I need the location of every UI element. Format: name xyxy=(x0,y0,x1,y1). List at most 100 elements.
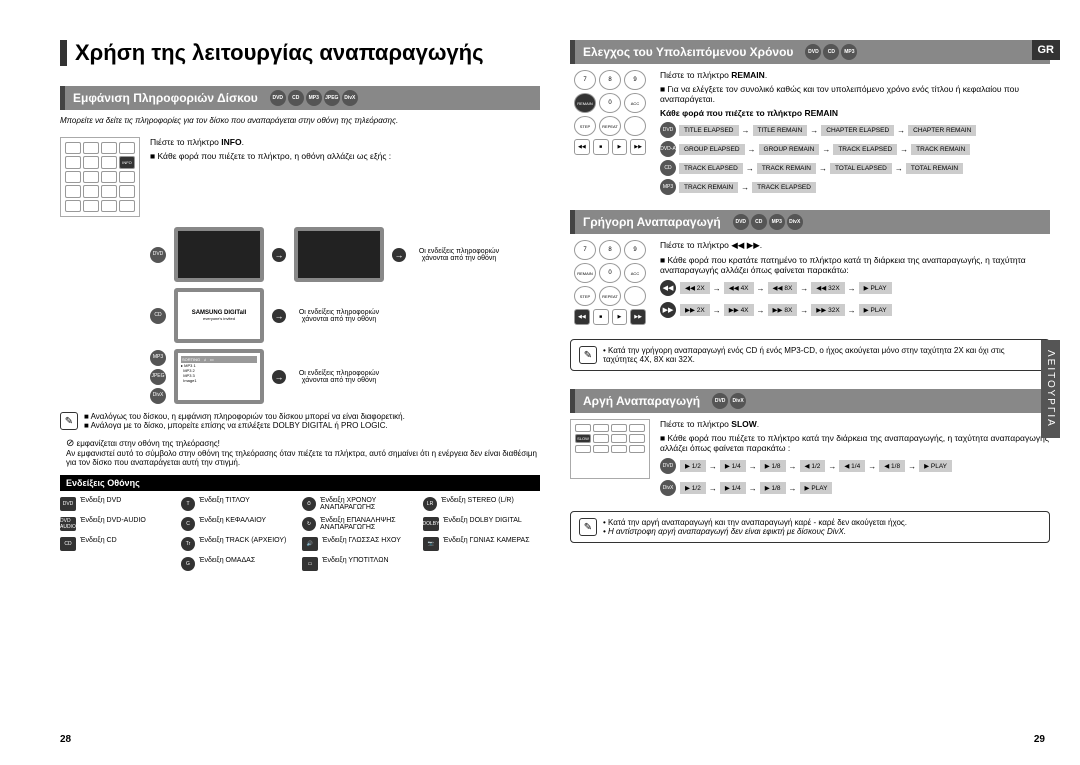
legend-cd-icon: CD xyxy=(60,537,76,551)
page-title: Χρήση της λειτουργίας αναπαραγωγής xyxy=(60,40,540,66)
each-time-line: ■ Κάθε φορά που πιέζετε το πλήκτρο, η οθ… xyxy=(150,151,540,161)
remote-numpad: 789 REMAIN0ACC STEPREPEAT ◀◀■▶▶▶ xyxy=(570,70,650,198)
screen-transition-cd: CD SAMSUNG DIGITall everyone's invited →… xyxy=(150,288,540,343)
info-remote-button: INFO xyxy=(119,156,135,168)
page-spread: Χρήση της λειτουργίας αναπαραγωγής Εμφάν… xyxy=(0,0,1080,591)
fast-fwd-row: ▶▶ ▶▶ 2X→ ▶▶ 4X→ ▶▶ 8X→ ▶▶ 32X→ ▶ PLAY xyxy=(660,301,1050,319)
arrow-icon: → xyxy=(272,248,286,262)
slow-instruction: SLOW Πιέστε το πλήκτρο SLOW. ■ Κάθε φορά… xyxy=(570,419,1050,501)
section-remain-header: Ελεγχος του Υπολειπόμενου Χρόνου DVD CD … xyxy=(570,40,1050,64)
fast-rev-row: ◀◀ ◀◀ 2X→ ◀◀ 4X→ ◀◀ 8X→ ◀◀ 32X→ ▶ PLAY xyxy=(660,279,1050,297)
legend-group-icon: G xyxy=(181,557,195,571)
legend-angle-icon: 📷 xyxy=(423,537,439,551)
page-number-right: 29 xyxy=(1034,734,1045,745)
divx-icon: DivX xyxy=(660,480,676,496)
mp3-icon: MP3 xyxy=(841,44,857,60)
mp3-icon: MP3 xyxy=(769,214,785,230)
arrow-icon: → xyxy=(392,248,406,262)
slow-dvd-row: DVD ▶ 1/2→ ▶ 1/4→ ▶ 1/8→ ◀ 1/2→ ◀ 1/4→ ◀… xyxy=(660,457,1050,475)
remain-each-time: Κάθε φορά που πιέζετε το πλήκτρο REMAIN xyxy=(660,108,1050,118)
remain-seq-cd: CD TRACK ELAPSED→ TRACK REMAIN→ TOTAL EL… xyxy=(660,160,1050,176)
note-icon: ✎ xyxy=(579,346,597,364)
section-fast-header: Γρήγορη Αναπαραγωγή DVD CD MP3 DivX xyxy=(570,210,1050,234)
legend-audio-lang-icon: 🔊 xyxy=(302,537,318,551)
forward-icon: ▶▶ xyxy=(660,302,676,318)
slow-note-box: ✎ • Κατά την αργή αναπαραγωγή και την αν… xyxy=(570,511,1050,543)
legend-dolby-icon: DOLBY xyxy=(423,517,439,531)
legend-time-icon: ⏱ xyxy=(302,497,316,511)
language-badge: GR xyxy=(1032,40,1061,60)
legend-title-icon: T xyxy=(181,497,195,511)
page-number-left: 28 xyxy=(60,734,71,745)
press-fast: Πιέστε το πλήκτρο ◀◀ ▶▶. xyxy=(660,240,1050,251)
fast-desc: ■ Κάθε φορά που κρατάτε πατημένο το πλήκ… xyxy=(660,255,1050,275)
side-tab: ΛΕΙΤΟΥΡΓΙΑ xyxy=(1041,340,1060,438)
remote-diagram-slow: SLOW xyxy=(570,419,650,479)
dvd-icon: DVD xyxy=(712,393,728,409)
dvd-icon: DVD xyxy=(660,458,676,474)
divx-icon: DivX xyxy=(342,90,358,106)
fade-text: Οι ενδείξεις πληροφοριών χάνονται από τη… xyxy=(294,309,384,323)
press-remain: Πιέστε το πλήκτρο REMAIN. xyxy=(660,70,1050,80)
mini-screen xyxy=(174,227,264,282)
cd-icon: CD xyxy=(660,160,676,176)
cd-icon: CD xyxy=(823,44,839,60)
legend-dvdaudio-icon: DVD AUDIO xyxy=(60,517,76,531)
remain-seq-dvd: DVD TITLE ELAPSED→ TITLE REMAIN→ CHAPTER… xyxy=(660,122,1050,138)
remain-desc: ■ Για να ελέγξετε τον συνολικό καθώς και… xyxy=(660,84,1050,104)
disc-icons-group: DVD CD MP3 JPEG DivX xyxy=(270,90,358,106)
rew-button: ◀◀ xyxy=(574,309,590,325)
dvd-icon: DVD xyxy=(270,90,286,106)
fade-text: Οι ενδείξεις πληροφοριών χάνονται από τη… xyxy=(294,370,384,384)
divx-icon: DivX xyxy=(787,214,803,230)
arrow-icon: → xyxy=(272,370,286,384)
dvd-icon: DVD xyxy=(150,247,166,263)
remain-seq-mp3: MP3 TRACK REMAIN→ TRACK ELAPSED xyxy=(660,179,1050,195)
slow-desc: ■ Κάθε φορά που πιέζετε το πλήκτρο κατά … xyxy=(660,433,1050,453)
right-page: Ελεγχος του Υπολειπόμενου Χρόνου DVD CD … xyxy=(570,40,1050,571)
legend-track-icon: Tr xyxy=(181,537,195,551)
mp3-icon: MP3 xyxy=(306,90,322,106)
dvd-icon: DVD xyxy=(805,44,821,60)
mp3-icon: MP3 xyxy=(150,350,166,366)
divx-icon: DivX xyxy=(150,388,166,404)
cd-icon: CD xyxy=(150,308,166,324)
mini-screen xyxy=(294,227,384,282)
press-info-line: Πιέστε το πλήκτρο INFO. xyxy=(150,137,540,147)
dvd-icon: DVD xyxy=(733,214,749,230)
dvd-icon: DVD xyxy=(660,122,676,138)
legend-lr-icon: LR xyxy=(423,497,437,511)
screen-transition-mp3: MP3 JPEG DivX SORTING ♫ ▭ ▸ MP3 1 MP3 2 … xyxy=(150,349,540,404)
fade-text: Οι ενδείξεις πληροφοριών χάνονται από τη… xyxy=(414,248,504,262)
jpeg-icon: JPEG xyxy=(324,90,340,106)
screen-transition-dvd: DVD → → Οι ενδείξεις πληροφοριών χάνοντα… xyxy=(150,227,540,282)
note-disc-vary: ✎ ■ Αναλόγως του δίσκου, η εμφάνιση πληρ… xyxy=(60,412,540,430)
legend-grid: DVDΈνδειξη DVD TΈνδειξη ΤΙΤΛΟΥ ⏱Ένδειξη … xyxy=(60,497,540,571)
note-icon: ✎ xyxy=(579,518,597,536)
fast-instruction: 789 REMAIN0ACC STEPREPEAT ◀◀■▶▶▶ Πιέστε … xyxy=(570,240,1050,329)
remain-seq-dvda: DVD-A GROUP ELAPSED→ GROUP REMAIN→ TRACK… xyxy=(660,141,1050,157)
remain-instruction: 789 REMAIN0ACC STEPREPEAT ◀◀■▶▶▶ Πιέστε … xyxy=(570,70,1050,198)
legend-subtitle-icon: ▭ xyxy=(302,557,318,571)
info-instruction: INFO Πιέστε το πλήκτρο INFO. ■ Κάθε φορά… xyxy=(60,137,540,217)
left-page: Χρήση της λειτουργίας αναπαραγωγής Εμφάν… xyxy=(60,40,540,571)
section-disc-info-title: Εμφάνιση Πληροφοριών Δίσκου xyxy=(73,91,258,105)
mp3-icon: MP3 xyxy=(660,179,676,195)
section-fast-title: Γρήγορη Αναπαραγωγή xyxy=(583,215,721,229)
section-slow-title: Αργή Αναπαραγωγή xyxy=(583,394,700,408)
legend-dvd-icon: DVD xyxy=(60,497,76,511)
remain-button: REMAIN xyxy=(574,93,596,113)
note-tv-symbol: ⊘ εμφανίζεται στην οθόνη της τηλεόρασης!… xyxy=(60,438,540,467)
dvd-audio-icon: DVD-A xyxy=(660,141,676,157)
mini-screen-list: SORTING ♫ ▭ ▸ MP3 1 MP3 2 MP3 3 Image1 xyxy=(174,349,264,404)
rewind-icon: ◀◀ xyxy=(660,280,676,296)
intro-text: Μπορείτε να δείτε τις πληροφορίες για το… xyxy=(60,116,540,125)
fwd-button: ▶▶ xyxy=(630,309,646,325)
note-icon: ✎ xyxy=(60,412,78,430)
fast-note-box: ✎ • Κατά την γρήγορη αναπαραγωγή ενός CD… xyxy=(570,339,1050,371)
section-remain-title: Ελεγχος του Υπολειπόμενου Χρόνου xyxy=(583,45,793,59)
legend-title-bar: Ενδείξεις Οθόνης xyxy=(60,475,540,491)
section-disc-info-header: Εμφάνιση Πληροφοριών Δίσκου DVD CD MP3 J… xyxy=(60,86,540,110)
remote-numpad: 789 REMAIN0ACC STEPREPEAT ◀◀■▶▶▶ xyxy=(570,240,650,329)
legend-chapter-icon: C xyxy=(181,517,195,531)
